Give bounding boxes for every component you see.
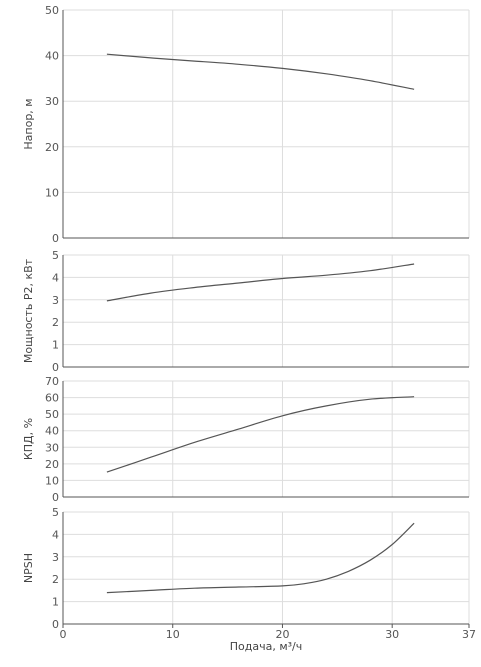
y-axis-label: Напор, м xyxy=(22,98,35,149)
x-tick-label: 20 xyxy=(275,628,289,641)
series-line xyxy=(106,53,415,90)
y-tick-label: 0 xyxy=(52,491,59,504)
y-tick-label: 2 xyxy=(52,316,59,329)
y-tick-label: 0 xyxy=(52,618,59,631)
y-tick-label: 1 xyxy=(52,339,59,352)
x-axis-label: Подача, м³/ч xyxy=(230,640,303,653)
y-tick-label: 3 xyxy=(52,294,59,307)
y-tick-label: 10 xyxy=(45,186,59,199)
y-tick-label: 20 xyxy=(45,458,59,471)
y-tick-label: 4 xyxy=(52,271,59,284)
x-tick-label: 0 xyxy=(60,628,67,641)
y-tick-label: 0 xyxy=(52,361,59,374)
series-line xyxy=(106,396,415,473)
y-axis-label: КПД, % xyxy=(22,418,35,460)
y-tick-label: 20 xyxy=(45,141,59,154)
x-tick-label: 10 xyxy=(166,628,180,641)
y-tick-label: 10 xyxy=(45,474,59,487)
series-line xyxy=(106,263,415,302)
y-tick-label: 1 xyxy=(52,596,59,609)
x-tick-label: 37 xyxy=(462,628,476,641)
y-tick-label: 60 xyxy=(45,392,59,405)
y-tick-label: 50 xyxy=(45,4,59,17)
y-tick-label: 0 xyxy=(52,232,59,245)
y-tick-label: 5 xyxy=(52,506,59,519)
y-tick-label: 2 xyxy=(52,573,59,586)
y-tick-label: 50 xyxy=(45,408,59,421)
y-tick-label: 4 xyxy=(52,528,59,541)
y-tick-label: 70 xyxy=(45,375,59,388)
y-tick-label: 40 xyxy=(45,425,59,438)
y-axis-label: Мощность P2, кВт xyxy=(22,258,35,363)
y-tick-label: 3 xyxy=(52,551,59,564)
y-tick-label: 40 xyxy=(45,50,59,63)
y-tick-label: 30 xyxy=(45,441,59,454)
x-tick-label: 30 xyxy=(385,628,399,641)
series-line xyxy=(106,522,415,594)
y-tick-label: 30 xyxy=(45,95,59,108)
y-axis-label: NPSH xyxy=(22,553,35,583)
y-tick-label: 5 xyxy=(52,249,59,262)
